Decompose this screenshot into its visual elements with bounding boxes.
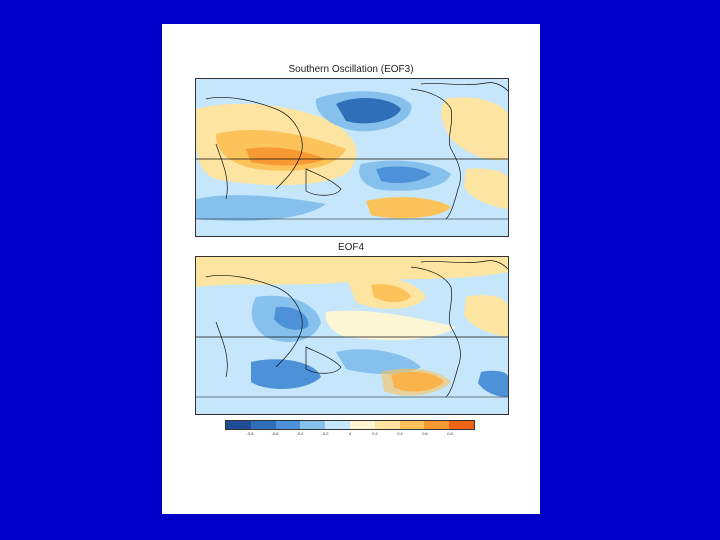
eof4-cold-west-core xyxy=(274,306,309,330)
eof4-cold-southatl xyxy=(478,370,508,397)
eof3-field xyxy=(196,79,508,236)
eof4-warm-atlantic xyxy=(464,295,508,337)
colorbar-swatch-3 xyxy=(300,421,326,429)
colorbar-swatch-5 xyxy=(349,421,375,429)
eof4-cold-south-central xyxy=(336,349,421,374)
eof4-coast-africa xyxy=(215,321,228,378)
eof4-coast-australia xyxy=(305,346,342,374)
colorbar-tick-label: 0 xyxy=(348,431,352,436)
colorbar-tick-label: -0.6 xyxy=(271,431,279,436)
colorbar-swatch-9 xyxy=(449,421,474,429)
eof4-field xyxy=(196,257,508,414)
colorbar-swatch-7 xyxy=(399,421,425,429)
colorbar-swatch-2 xyxy=(275,421,301,429)
colorbar-swatch-0 xyxy=(226,421,251,429)
eof4-warm-npac-core xyxy=(371,284,411,303)
colorbar-tick-label: -0.8 xyxy=(246,431,254,436)
colorbar-ticks: -0.8 -0.6 -0.4 -0.2 0 0.2 0.4 0.6 0.8 xyxy=(225,431,475,441)
colorbar-swatch-6 xyxy=(374,421,400,429)
eof4-coast-americas xyxy=(410,266,461,398)
colorbar-swatch-4 xyxy=(325,421,350,429)
eof3-coast-africa xyxy=(215,143,228,200)
colorbar-swatch-8 xyxy=(424,421,450,429)
eof3-coast-americas xyxy=(410,88,461,220)
eof3-title: Southern Oscillation (EOF3) xyxy=(288,64,414,75)
colorbar-tick-label: 0.8 xyxy=(447,431,453,436)
eof3-coast-arctic xyxy=(420,82,508,92)
eof3-warm-max xyxy=(246,147,326,166)
eof4-warm-central xyxy=(325,310,456,340)
colorbar-tick-label: 0.4 xyxy=(397,431,403,436)
eof3-cold-north-core xyxy=(336,97,401,124)
eof4-coast-arctic xyxy=(420,260,508,270)
eof3-map xyxy=(195,78,509,237)
colorbar-tick-label: 0.2 xyxy=(372,431,378,436)
eof3-coast-australia xyxy=(305,168,342,196)
eof3-warm-southatl xyxy=(464,168,508,209)
eof4-warm-north xyxy=(196,257,508,287)
colorbar-tick-label: -0.4 xyxy=(296,431,304,436)
eof4-coast-asia xyxy=(205,274,303,368)
colorbar-swatch-1 xyxy=(250,421,276,429)
eof4-warm-south-halo xyxy=(381,368,451,396)
eof3-warm-atlantic xyxy=(441,97,508,161)
colorbar-tick-label: -0.2 xyxy=(321,431,329,436)
eof3-coast-asia xyxy=(205,96,303,190)
eof4-title: EOF4 xyxy=(337,242,365,253)
eof3-cold-east-core xyxy=(376,166,431,183)
eof4-map xyxy=(195,256,509,415)
colorbar xyxy=(225,420,475,430)
figure-sheet: Southern Oscillation (EOF3) xyxy=(162,24,540,514)
eof3-cold-southern xyxy=(196,195,326,221)
eof4-cold-south xyxy=(251,359,321,389)
eof3-warm-south xyxy=(366,197,451,219)
colorbar-tick-label: 0.6 xyxy=(422,431,428,436)
